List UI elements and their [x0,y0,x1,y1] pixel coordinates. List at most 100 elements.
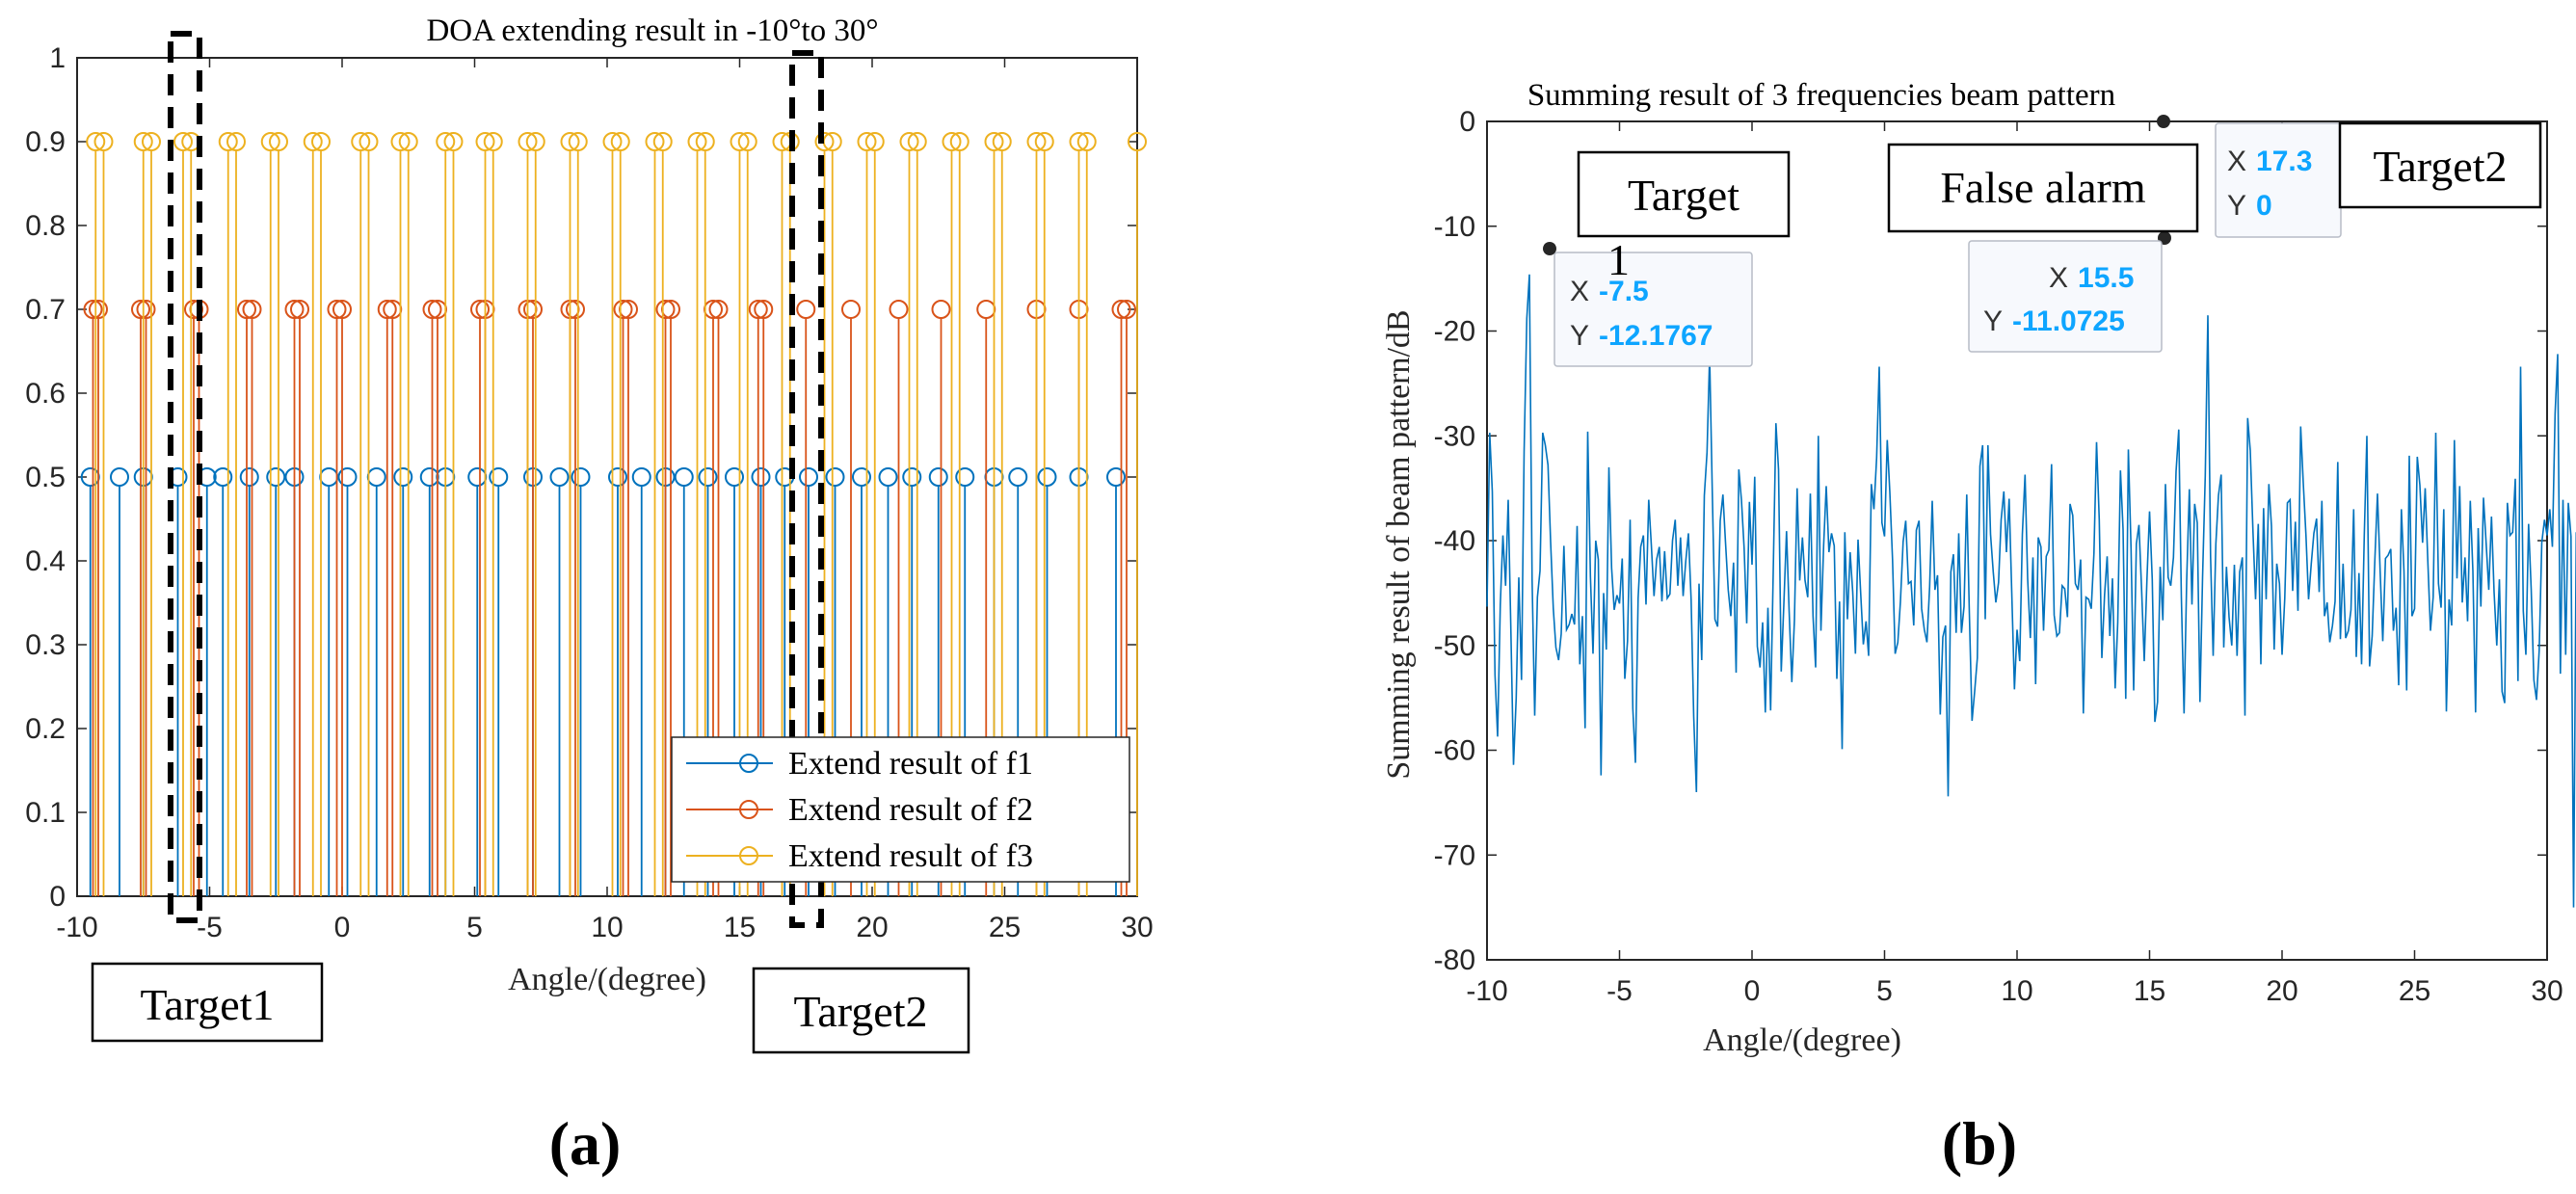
y-tick-label: 0.2 [25,713,66,745]
stem-marker [1111,300,1131,319]
datatip-marker [1543,242,1556,255]
stem-marker [652,132,673,151]
stem-marker [566,300,585,319]
panel-a-x-ticks: -10 -5 0 5 10 15 20 25 30 [56,58,1154,943]
y-tick-label: -70 [1434,839,1475,871]
y-tick-label: 0 [49,881,66,913]
stem-marker [568,132,588,151]
panel-b-series-line [1486,274,2576,908]
stem-marker [902,467,922,487]
stem-marker [1117,300,1136,319]
x-tick-label: 15 [2134,975,2165,1007]
x-tick-label: 30 [2531,975,2563,1007]
stem-marker [708,300,729,319]
x-tick-label: 25 [989,912,1021,943]
stem-marker [796,300,816,319]
legend-label: Extend result of f1 [788,746,1033,782]
stem-marker [470,300,490,319]
panel-a-legend: Extend result of f1 Extend result of f2 Ex… [671,736,1130,883]
stem-marker [613,300,633,319]
x-tick-label: 15 [724,912,756,943]
stem-marker [303,132,323,151]
stem-marker [942,132,962,151]
stem-marker [332,300,352,319]
stem-marker [266,467,286,487]
stem-marker [899,132,919,151]
stem-marker [1076,132,1097,151]
stem-marker [260,132,280,151]
y-tick-label: 0.6 [25,378,66,410]
panel-b-datatip-false-alarm[interactable]: X 15.5 Y -11.0725 [1968,231,2171,353]
y-tick-label: -50 [1434,630,1475,662]
panel-b-datatip-target1[interactable]: X -7.5 Y -12.1767 [1543,242,1753,367]
stem-marker [645,132,665,151]
panel-b-target2-label-box [2338,121,2542,209]
x-tick-label: 0 [334,912,351,943]
stem-marker [737,132,757,151]
stem-marker [754,300,774,319]
stem-marker [608,467,627,487]
stem-marker [695,132,715,151]
datatip-y-row: Y -11.0725 [1983,305,2125,337]
y-tick-label: -60 [1434,735,1475,767]
stem-marker [483,132,503,151]
stem-marker [311,132,331,151]
stem-marker [518,132,538,151]
panel-b-y-axis-label: Summing result of beam pattern/dB [1381,309,1417,779]
stem-marker [748,300,768,319]
y-tick-label: -30 [1434,420,1475,452]
y-tick-label: -10 [1434,211,1475,243]
stem-marker [89,300,108,319]
stem-marker [173,132,193,151]
panel-a-label: (a) [549,1109,622,1178]
panel-a-x-axis-label: Angle/(degree) [508,962,706,997]
x-tick-label: 0 [1744,975,1761,1007]
stem-marker [436,132,456,151]
stem-marker [841,300,861,319]
panel-a-target2-dashed-box [789,50,824,928]
panel-b-x-axis-label: Angle/(degree) [1703,1022,1901,1058]
stem-marker [239,467,259,487]
stem-marker [327,300,347,319]
stem-marker [1008,467,1028,487]
stem-marker [377,300,397,319]
stem-marker [1034,132,1054,151]
datatip-box [1554,252,1753,367]
stem-marker [93,132,114,151]
stem-marker [290,300,309,319]
datatip-marker [2157,115,2170,128]
legend-marker [739,800,758,819]
stem-marker [226,132,246,151]
stem-marker [571,467,591,487]
stem-marker [698,467,718,487]
y-tick-label: 0.9 [25,126,66,158]
stem-marker [1037,467,1057,487]
stem-marker [131,300,150,319]
panel-b-title: Summing result of 3 frequencies beam pat… [1527,78,2115,113]
stem-marker [213,467,233,487]
legend-marker [739,846,758,865]
x-tick-label: 25 [2399,975,2430,1007]
stem-marker [610,132,630,151]
panel-a-legend-items: Extend result of f1 Extend result of f2 Ex… [686,746,1033,874]
panel-b-target-label-box [1577,150,1791,238]
panel-b-chart: Summing result of 3 frequencies beam pat… [1381,78,2576,1178]
stem-marker [525,132,545,151]
stem-marker [110,467,129,487]
stem-marker [751,467,771,487]
x-tick-label: 30 [1121,912,1153,943]
stem-marker [602,132,623,151]
stem-marker [1106,467,1126,487]
stem-marker [284,300,305,319]
datatip-x-row: X 17.3 [2227,146,2312,177]
stem-marker [814,132,835,151]
x-tick-label: -10 [1466,975,1507,1007]
stem-marker [655,300,676,319]
stem-marker [86,132,106,151]
y-tick-label: -80 [1434,944,1475,976]
panel-a-target2-label-box [752,967,970,1054]
panel-b-x-ticks: -10 -5 0 5 10 15 20 25 30 [1466,121,2563,1007]
panel-b-false-alarm-label: False alarm [1940,163,2146,212]
x-tick-label: -10 [56,912,97,943]
